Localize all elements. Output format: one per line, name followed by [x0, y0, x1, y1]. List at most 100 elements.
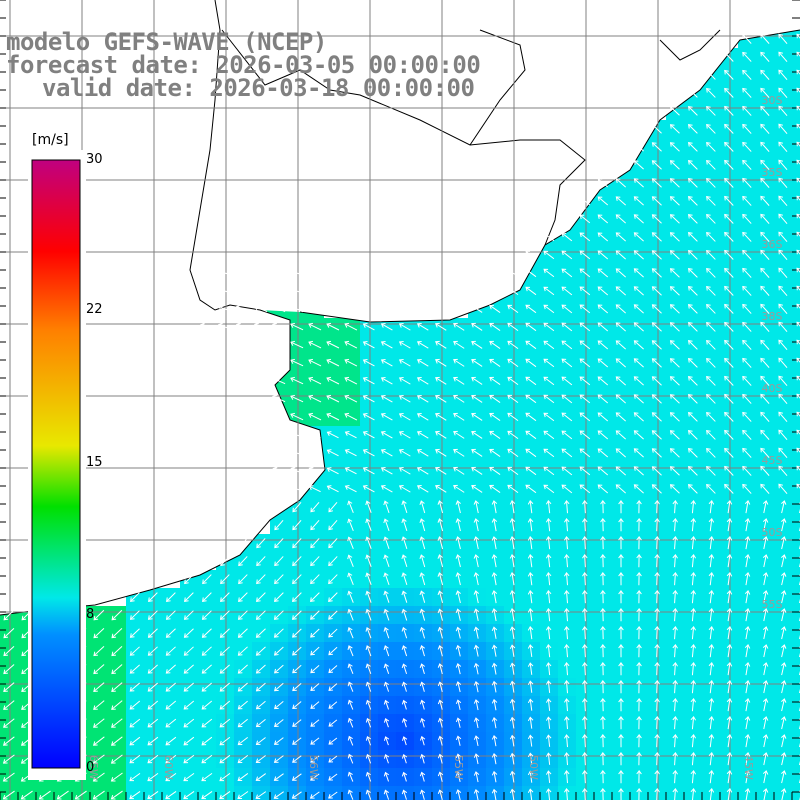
- wind-arrow: [742, 123, 752, 134]
- wind-arrow: [238, 592, 248, 602]
- wind-arrow: [326, 431, 339, 439]
- wind-arrow: [672, 499, 678, 514]
- wind-arrow: [507, 322, 519, 332]
- wind-arrow: [672, 733, 678, 748]
- wind-arrow: [401, 608, 408, 621]
- wind-arrow: [744, 734, 751, 748]
- wind-cell: [360, 786, 378, 800]
- wind-arrow: [672, 679, 678, 694]
- wind-arrow: [129, 772, 141, 782]
- wind-arrow: [183, 700, 195, 710]
- wind-arrow: [760, 339, 770, 350]
- wind-arrow: [742, 483, 752, 494]
- wind-arrow: [654, 751, 660, 766]
- wind-arrow: [165, 610, 176, 620]
- wind-arrow: [527, 572, 534, 586]
- wind-arrow: [219, 664, 230, 674]
- wind-arrow: [437, 590, 444, 603]
- wind-arrow: [437, 518, 444, 532]
- wind-arrow: [435, 412, 447, 421]
- wind-arrow: [525, 430, 537, 440]
- wind-arrow: [633, 268, 644, 278]
- wind-arrow: [708, 500, 715, 514]
- wind-arrow: [328, 701, 338, 709]
- wind-arrow: [744, 680, 751, 694]
- wind-arrow: [308, 322, 322, 331]
- wind-arrow: [527, 680, 534, 693]
- wind-arrow: [291, 773, 302, 781]
- wind-arrow: [724, 357, 734, 368]
- wind-arrow: [419, 500, 426, 514]
- wind-cell: [792, 750, 800, 768]
- wind-arrow: [579, 430, 591, 440]
- wind-arrow: [636, 517, 642, 532]
- wind-arrow: [509, 572, 516, 586]
- wind-arrow: [437, 500, 444, 514]
- wind-arrow: [543, 268, 555, 278]
- wind-arrow: [148, 592, 158, 602]
- wind-arrow: [473, 536, 480, 550]
- wind-arrow: [292, 755, 302, 763]
- wind-arrow: [706, 375, 716, 386]
- wind-arrow: [690, 643, 697, 658]
- wind-arrow: [383, 626, 390, 639]
- wind-arrow: [579, 466, 591, 476]
- wind-cell: [792, 498, 800, 516]
- wind-arrow: [308, 358, 322, 367]
- wind-arrow: [726, 500, 733, 514]
- wind-arrow: [690, 535, 697, 550]
- wind-arrow: [455, 536, 461, 550]
- wind-arrow: [778, 105, 788, 117]
- wind-arrow: [651, 124, 662, 134]
- colorbar-tick-label: 8: [86, 607, 95, 622]
- wind-arrow: [365, 663, 372, 675]
- wind-arrow: [669, 196, 680, 206]
- wind-arrow: [726, 680, 733, 694]
- wind-arrow: [618, 571, 624, 586]
- wind-arrow: [525, 268, 537, 278]
- wind-arrow: [129, 736, 141, 746]
- wind-arrow: [419, 753, 426, 764]
- wind-arrow: [129, 682, 141, 692]
- wind-arrow: [308, 485, 321, 493]
- wind-arrow: [781, 716, 787, 730]
- wind-arrow: [781, 590, 787, 604]
- wind-arrow: [742, 339, 752, 350]
- wind-arrow: [290, 322, 304, 331]
- wind-arrow: [183, 772, 195, 782]
- wind-arrow: [165, 736, 177, 746]
- wind-arrow: [326, 412, 340, 421]
- wind-arrow: [328, 592, 338, 602]
- wind-arrow: [708, 644, 715, 658]
- wind-cell: [792, 84, 800, 102]
- wind-arrow: [687, 448, 698, 458]
- wind-arrow: [489, 430, 501, 439]
- wind-arrow: [328, 628, 338, 638]
- wind-arrow: [380, 341, 393, 349]
- wind-arrow: [292, 538, 302, 549]
- wind-arrow: [708, 698, 715, 712]
- wind-arrow: [760, 123, 770, 134]
- wind-cell: [342, 786, 360, 800]
- wind-arrow: [362, 413, 375, 421]
- wind-arrow: [255, 664, 266, 674]
- wind-arrow: [111, 700, 123, 710]
- latitude-label: 38S: [762, 310, 783, 323]
- wind-arrow: [690, 589, 697, 604]
- wind-arrow: [183, 682, 195, 692]
- wind-arrow: [308, 268, 322, 277]
- wind-arrow: [781, 644, 787, 658]
- wind-arrow: [527, 590, 534, 604]
- wind-arrow: [636, 625, 642, 640]
- wind-arrow: [687, 196, 698, 206]
- wind-arrow: [509, 608, 516, 622]
- longitude-label: 45W: [742, 755, 755, 780]
- wind-arrow: [238, 538, 248, 549]
- wind-arrow: [455, 789, 462, 800]
- wind-arrow: [651, 322, 662, 332]
- wind-arrow: [762, 590, 769, 604]
- wind-arrow: [292, 628, 302, 638]
- wind-cell: [792, 696, 800, 714]
- wind-arrow: [742, 141, 752, 152]
- wind-arrow: [778, 87, 788, 99]
